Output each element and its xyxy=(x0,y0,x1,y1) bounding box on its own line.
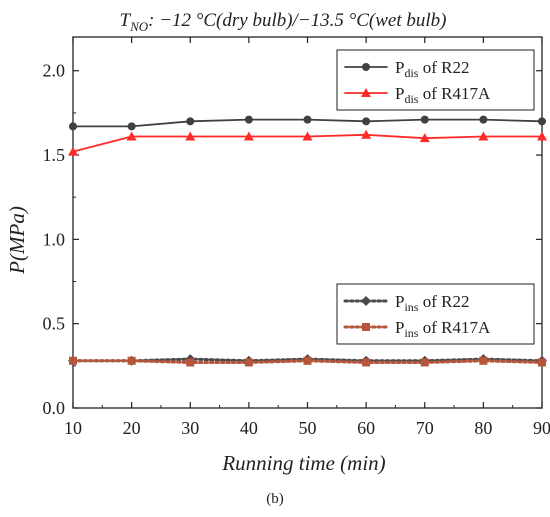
data-point xyxy=(303,356,312,365)
legend-box xyxy=(336,49,535,111)
y-tick-label: 1.0 xyxy=(43,229,66,249)
series-layer xyxy=(68,115,547,367)
x-tick-label: 60 xyxy=(357,418,375,438)
x-tick-label: 30 xyxy=(181,418,199,438)
data-point xyxy=(419,133,430,143)
data-point xyxy=(362,117,371,126)
series-1 xyxy=(69,115,546,131)
data-point xyxy=(537,131,547,141)
data-point xyxy=(244,115,253,124)
data-point xyxy=(420,115,429,124)
data-point xyxy=(302,131,313,141)
x-tick-label: 90 xyxy=(533,418,550,438)
data-point xyxy=(243,131,254,141)
legend-entry: Pdis of R417A xyxy=(344,84,491,106)
data-point xyxy=(538,117,546,126)
y-tick-label: 0.0 xyxy=(43,398,66,418)
data-point xyxy=(69,356,77,365)
y-tick-label: 2.0 xyxy=(43,61,66,81)
title-rest: : −12 °C(dry bulb)/−13.5 °C(wet bulb) xyxy=(148,10,446,31)
title-symbol: T xyxy=(119,10,131,31)
legend-entry: Pdis of R22 xyxy=(344,58,469,80)
y-tick-label: 0.5 xyxy=(43,314,66,334)
axes-group: 10 20 30 40 50 60 70 80 90 0.0 0.5 1.0 1.5 2.0 xyxy=(43,36,550,438)
legend-marker xyxy=(362,63,370,71)
legend-label: Pins of R22 xyxy=(395,292,469,314)
data-point xyxy=(185,131,196,141)
data-point xyxy=(478,131,489,141)
y-tick-label: 1.5 xyxy=(43,145,66,165)
series-2 xyxy=(68,129,547,156)
x-tick-label: 20 xyxy=(123,418,141,438)
legend-entry: Pins of R22 xyxy=(343,292,469,314)
data-point xyxy=(244,358,253,367)
data-point xyxy=(69,122,77,131)
data-point xyxy=(361,129,372,139)
legend-marker xyxy=(361,88,371,97)
legend-top-right: Pdis of R22 Pdis of R417A xyxy=(336,49,535,111)
data-point xyxy=(126,131,137,141)
data-point xyxy=(479,356,488,365)
data-point xyxy=(127,122,136,131)
legend-marker xyxy=(361,296,371,306)
data-point xyxy=(479,115,488,124)
legend-label: Pins of R417A xyxy=(395,318,491,340)
x-axis-label: Running time (min) xyxy=(221,451,385,475)
series-4 xyxy=(69,356,546,367)
x-tick-label: 70 xyxy=(416,418,434,438)
figure-caption: (b) xyxy=(266,491,284,507)
data-point xyxy=(68,146,78,156)
y-axis-label: P(MPa) xyxy=(5,206,29,275)
legend-entry: Pins of R417A xyxy=(343,318,491,340)
x-tick-label: 10 xyxy=(64,418,82,438)
legend-box xyxy=(336,283,535,345)
data-point xyxy=(186,117,195,126)
data-point xyxy=(362,358,371,367)
legend-marker xyxy=(362,323,370,331)
legend-bottom-right: Pins of R22 Pins of R417A xyxy=(336,283,535,345)
x-tick-label: 80 xyxy=(474,418,492,438)
title-subscript: NO xyxy=(129,19,149,34)
legend-label: Pdis of R417A xyxy=(395,84,491,106)
x-tick-label: 40 xyxy=(240,418,258,438)
data-point xyxy=(303,115,312,124)
x-tick-label: 50 xyxy=(299,418,317,438)
legend-label: Pdis of R22 xyxy=(395,58,469,80)
data-point xyxy=(538,358,546,367)
data-point xyxy=(127,356,136,365)
data-point xyxy=(186,358,195,367)
chart-title: TNO: −12 °C(dry bulb)/−13.5 °C(wet bulb) xyxy=(119,10,446,34)
data-point xyxy=(420,358,429,367)
